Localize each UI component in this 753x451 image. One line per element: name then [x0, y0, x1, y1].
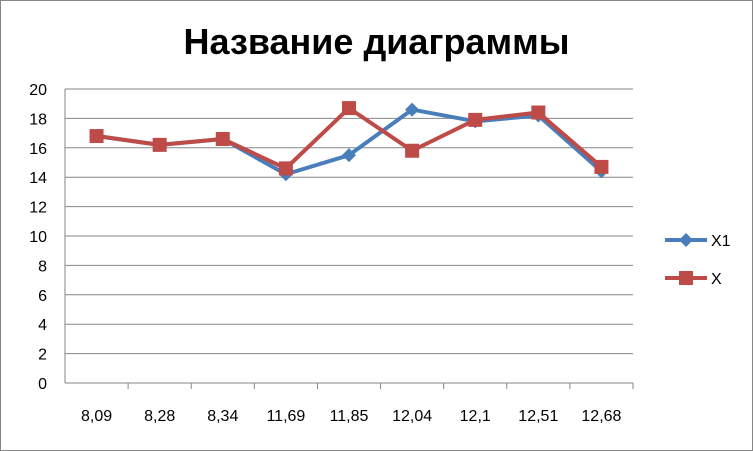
legend-label: X1: [711, 233, 731, 250]
chart-title: Название диаграммы: [183, 21, 570, 62]
y-tick-label: 16: [29, 141, 47, 158]
data-point-X: [89, 129, 104, 144]
legend-marker-X: [679, 271, 693, 285]
y-tick-label: 14: [29, 170, 47, 187]
x-tick-label: 12,51: [518, 408, 558, 425]
data-point-X: [594, 159, 609, 174]
x-tick-label: 8,28: [144, 408, 175, 425]
data-point-X: [215, 131, 230, 146]
x-tick-label: 12,1: [460, 408, 491, 425]
data-point-X: [468, 112, 483, 127]
x-tick-label: 11,85: [330, 408, 369, 425]
data-point-X: [152, 137, 167, 152]
y-tick-label: 2: [38, 347, 47, 364]
data-point-X1: [342, 148, 356, 163]
y-tick-label: 6: [38, 288, 47, 305]
data-point-X: [531, 105, 546, 120]
legend-marker-X1: [679, 233, 693, 247]
x-tick-label: 11,69: [266, 408, 305, 425]
data-point-X: [278, 161, 293, 176]
x-tick-label: 12,68: [581, 408, 621, 425]
data-point-X1: [405, 102, 420, 117]
y-tick-label: 10: [29, 229, 47, 246]
y-tick-label: 20: [29, 82, 47, 99]
y-tick-label: 8: [38, 258, 47, 275]
x-tick-label: 12,04: [392, 408, 432, 425]
x-tick-label: 8,34: [207, 408, 238, 425]
y-tick-label: 18: [29, 111, 47, 128]
x-tick-label: 8,09: [81, 408, 112, 425]
y-tick-label: 0: [38, 376, 47, 393]
y-tick-label: 4: [38, 317, 47, 334]
data-point-X: [405, 143, 420, 158]
legend-label: X: [711, 271, 722, 288]
data-point-X: [342, 101, 356, 116]
y-tick-label: 12: [29, 200, 47, 217]
